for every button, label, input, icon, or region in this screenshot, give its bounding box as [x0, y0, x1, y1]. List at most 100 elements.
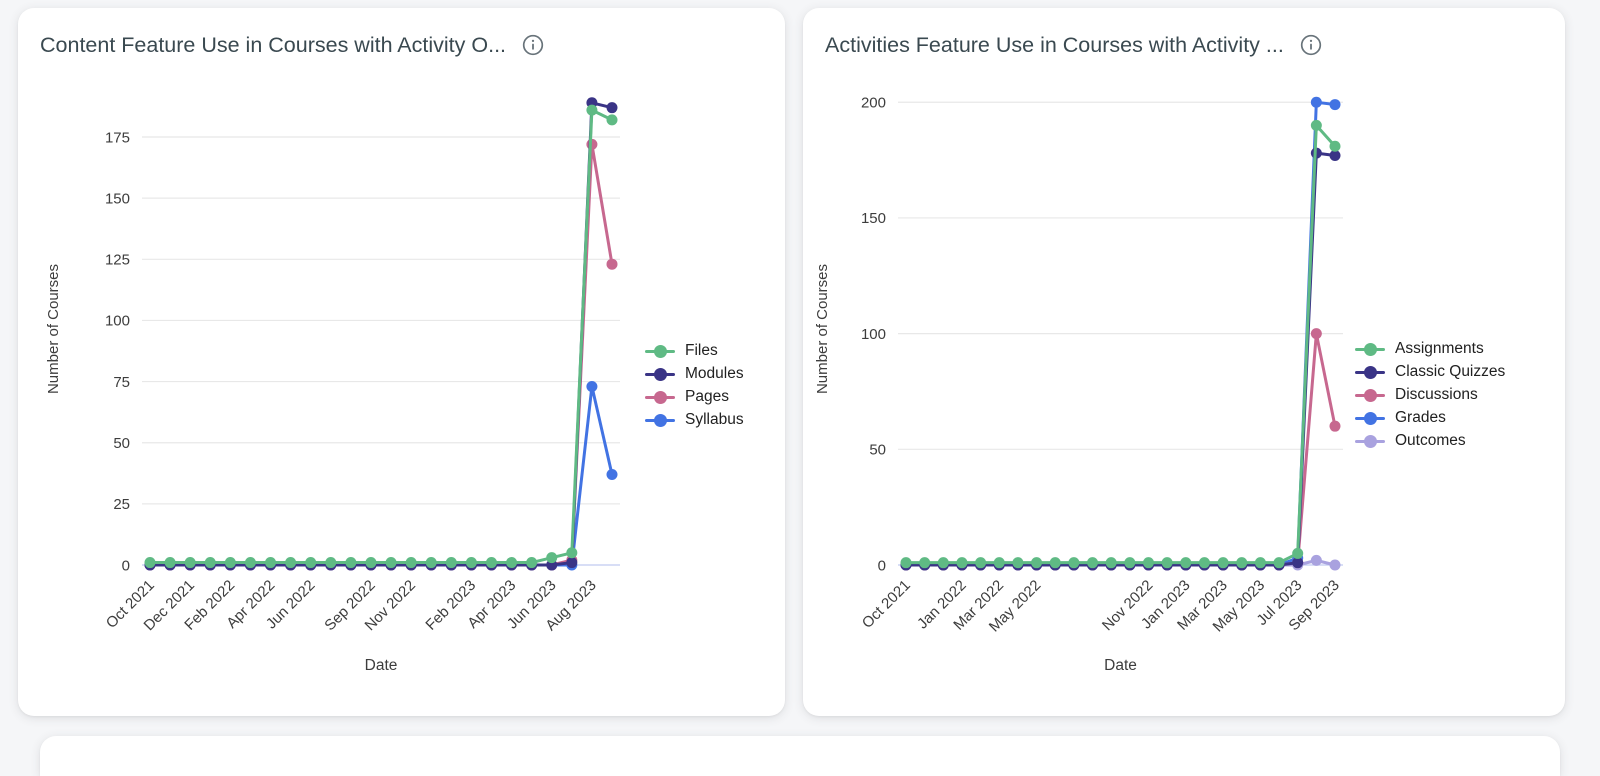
y-tick-label: 100 [861, 326, 886, 343]
data-point[interactable] [1012, 557, 1024, 569]
data-point[interactable] [1087, 557, 1099, 569]
y-tick-label: 100 [105, 313, 130, 330]
legend-item-pages[interactable]: Pages [645, 388, 744, 405]
data-point[interactable] [606, 469, 618, 481]
data-point[interactable] [485, 557, 497, 569]
data-point[interactable] [546, 552, 558, 564]
legend-item-syllabus[interactable]: Syllabus [645, 411, 744, 428]
y-axis-label: Number of Courses [814, 264, 831, 394]
data-point[interactable] [937, 557, 949, 569]
data-point[interactable] [1292, 557, 1304, 569]
data-point[interactable] [1292, 547, 1304, 559]
data-point[interactable] [1329, 140, 1341, 152]
y-tick-label: 125 [105, 252, 130, 269]
legend-item-discussions[interactable]: Discussions [1355, 386, 1505, 403]
data-point[interactable] [1142, 557, 1154, 569]
data-point[interactable] [1310, 96, 1322, 108]
data-point[interactable] [1236, 557, 1248, 569]
data-point[interactable] [606, 114, 618, 126]
data-point[interactable] [385, 557, 397, 569]
data-point[interactable] [1198, 557, 1210, 569]
data-point[interactable] [506, 557, 518, 569]
legend-item-classic-quizzes[interactable]: Classic Quizzes [1355, 363, 1505, 380]
data-point[interactable] [586, 380, 598, 392]
data-point[interactable] [204, 557, 216, 569]
x-axis-label: Date [1104, 657, 1137, 674]
data-point[interactable] [1161, 557, 1173, 569]
data-point[interactable] [1068, 557, 1080, 569]
data-point[interactable] [1310, 554, 1322, 566]
data-point[interactable] [345, 557, 357, 569]
series-line-files [148, 108, 614, 565]
data-point[interactable] [900, 557, 912, 569]
data-point[interactable] [956, 557, 968, 569]
legend-label: Grades [1395, 409, 1446, 426]
chart-title: Content Feature Use in Courses with Acti… [40, 33, 507, 57]
legend-item-grades[interactable]: Grades [1355, 409, 1505, 426]
x-axis-label: Date [365, 657, 398, 674]
data-point[interactable] [586, 104, 598, 116]
data-point[interactable] [566, 547, 578, 559]
legend-label: Outcomes [1395, 432, 1466, 449]
legend-marker [645, 367, 675, 381]
info-icon[interactable] [1300, 34, 1322, 56]
data-point[interactable] [1124, 557, 1136, 569]
data-point[interactable] [164, 557, 176, 569]
data-point[interactable] [1273, 557, 1285, 569]
data-point[interactable] [1254, 557, 1266, 569]
data-point[interactable] [606, 102, 618, 114]
series-line-pages [148, 142, 614, 567]
card-header: Activities Feature Use in Courses with A… [825, 30, 1543, 60]
legend-item-outcomes[interactable]: Outcomes [1355, 432, 1505, 449]
y-tick-label: 50 [869, 442, 886, 459]
legend-label: Modules [685, 365, 744, 382]
data-point[interactable] [1180, 557, 1192, 569]
legend-item-files[interactable]: Files [645, 342, 744, 359]
data-point[interactable] [526, 557, 538, 569]
data-point[interactable] [919, 557, 931, 569]
chart-legend: Files Modules Pages Syllabus [645, 342, 744, 428]
series-line-assignments [904, 123, 1337, 565]
info-icon[interactable] [522, 34, 544, 56]
data-point[interactable] [244, 557, 256, 569]
data-point[interactable] [1329, 99, 1341, 111]
data-point[interactable] [405, 557, 417, 569]
data-point[interactable] [1310, 119, 1322, 131]
y-tick-label: 150 [861, 210, 886, 227]
legend-marker [1355, 342, 1385, 356]
x-tick-label: Oct 2021 [859, 577, 914, 632]
data-point[interactable] [1329, 559, 1341, 571]
data-point[interactable] [144, 557, 156, 569]
data-point[interactable] [224, 557, 236, 569]
data-point[interactable] [1217, 557, 1229, 569]
legend-marker [1355, 411, 1385, 425]
data-point[interactable] [993, 557, 1005, 569]
y-tick-label: 75 [113, 374, 130, 391]
legend-label: Syllabus [685, 411, 744, 428]
data-point[interactable] [425, 557, 437, 569]
data-point[interactable] [975, 557, 987, 569]
data-point[interactable] [1310, 328, 1322, 340]
data-point[interactable] [305, 557, 317, 569]
data-point[interactable] [1031, 557, 1043, 569]
data-point[interactable] [365, 557, 377, 569]
data-point[interactable] [184, 557, 196, 569]
data-point[interactable] [566, 557, 578, 569]
legend-marker [645, 413, 675, 427]
data-point[interactable] [325, 557, 337, 569]
legend-item-assignments[interactable]: Assignments [1355, 340, 1505, 357]
data-point[interactable] [285, 557, 297, 569]
data-point[interactable] [606, 258, 618, 270]
data-point[interactable] [1329, 420, 1341, 432]
data-point[interactable] [1329, 149, 1341, 161]
legend-item-modules[interactable]: Modules [645, 365, 744, 382]
data-point[interactable] [1105, 557, 1117, 569]
chart-legend: Assignments Classic Quizzes Discussions Gra… [1355, 340, 1505, 449]
y-tick-label: 0 [122, 557, 130, 574]
data-point[interactable] [465, 557, 477, 569]
data-point[interactable] [445, 557, 457, 569]
y-tick-label: 25 [113, 496, 130, 513]
data-point[interactable] [265, 557, 277, 569]
data-point[interactable] [1049, 557, 1061, 569]
